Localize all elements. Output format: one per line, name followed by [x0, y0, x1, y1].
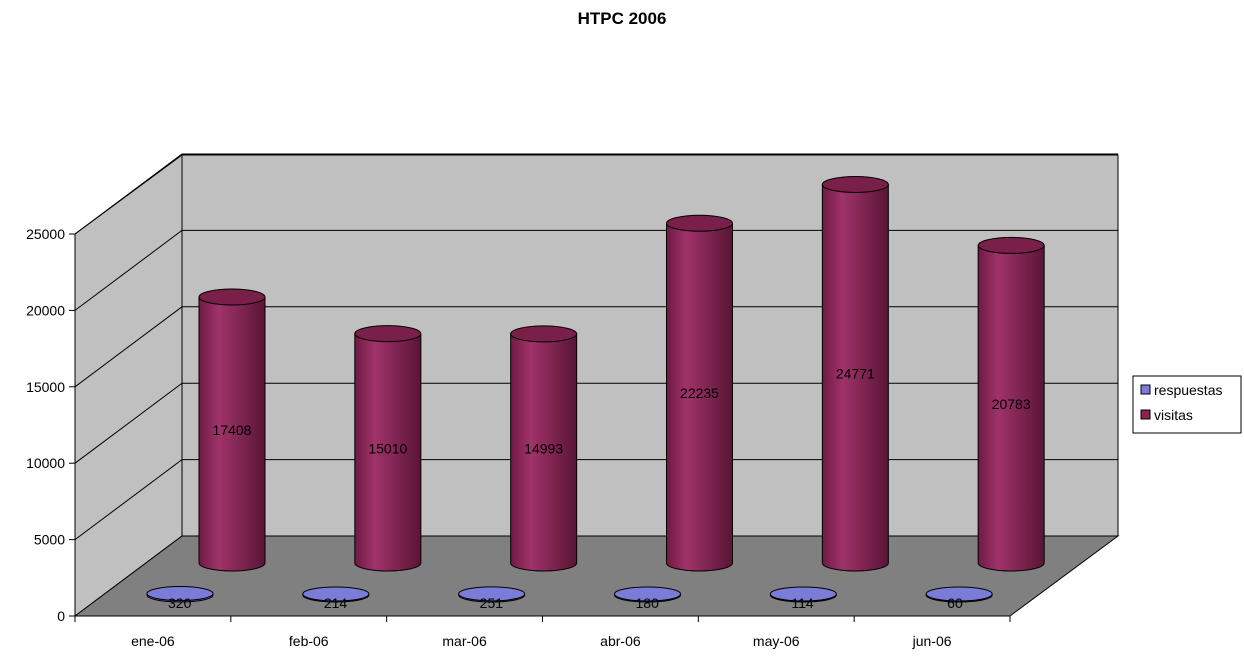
visitas-cylinder-top: [510, 325, 578, 343]
y-tick-label: 25000: [26, 226, 65, 242]
x-tick-label: feb-06: [289, 633, 329, 649]
gridline: [74, 306, 1118, 388]
gridline: [74, 459, 1118, 541]
visitas-data-label: 22235: [680, 385, 719, 401]
respuestas-data-label: 251: [480, 595, 504, 611]
respuestas-cylinder-top: [302, 586, 370, 602]
x-tick-label: ene-06: [131, 633, 175, 649]
respuestas-cylinder-top: [769, 586, 837, 602]
gridline: [74, 229, 1118, 311]
visitas-cylinder: [666, 222, 733, 572]
visitas-data-label: 15010: [368, 440, 407, 456]
visitas-data-label: 14993: [524, 440, 563, 456]
side-wall: [74, 154, 183, 617]
respuestas-cylinder-top: [458, 586, 526, 602]
respuestas-data-label: 320: [168, 595, 192, 611]
gridline: [74, 153, 1118, 235]
respuestas-data-label: 114: [791, 595, 814, 611]
y-tick-label: 0: [57, 608, 65, 624]
legend-swatch: [1140, 409, 1151, 420]
visitas-cylinder-top: [354, 325, 422, 343]
x-tick-label: mar-06: [442, 633, 487, 649]
x-tick-label: may-06: [753, 633, 800, 649]
visitas-cylinder: [510, 333, 578, 572]
respuestas-cylinder-top: [925, 586, 993, 602]
y-tick-label: 15000: [26, 379, 65, 395]
y-tick-label: 20000: [26, 302, 65, 318]
legend-label: visitas: [1154, 407, 1193, 423]
chart-title: HTPC 2006: [578, 9, 667, 28]
respuestas-cylinder-top: [614, 586, 681, 602]
back-wall: [181, 154, 1119, 537]
respuestas-data-label: 180: [636, 595, 660, 611]
visitas-data-label: 24771: [836, 366, 875, 382]
visitas-cylinder: [354, 333, 422, 572]
visitas-data-label: 17408: [213, 422, 252, 438]
visitas-cylinder-top: [666, 214, 733, 232]
legend-swatch: [1140, 384, 1151, 395]
visitas-data-label: 20783: [992, 396, 1031, 412]
x-tick-label: jun-06: [912, 633, 952, 649]
gridline: [74, 382, 1118, 464]
x-tick-label: abr-06: [600, 633, 641, 649]
legend-box: [1132, 375, 1242, 434]
visitas-cylinder-top: [977, 236, 1045, 254]
y-tick-label: 5000: [34, 532, 65, 548]
visitas-cylinder: [977, 244, 1045, 572]
respuestas-data-label: 214: [324, 595, 348, 611]
respuestas-data-label: 60: [947, 595, 963, 611]
visitas-cylinder-top: [821, 175, 889, 193]
visitas-cylinder: [821, 183, 889, 572]
legend: respuestas visitas: [1132, 375, 1242, 434]
y-tick-label: 10000: [26, 455, 65, 471]
respuestas-cylinder-top: [146, 586, 214, 602]
visitas-cylinder-top: [198, 288, 266, 306]
visitas-cylinder: [198, 296, 266, 572]
legend-label: respuestas: [1154, 382, 1222, 398]
